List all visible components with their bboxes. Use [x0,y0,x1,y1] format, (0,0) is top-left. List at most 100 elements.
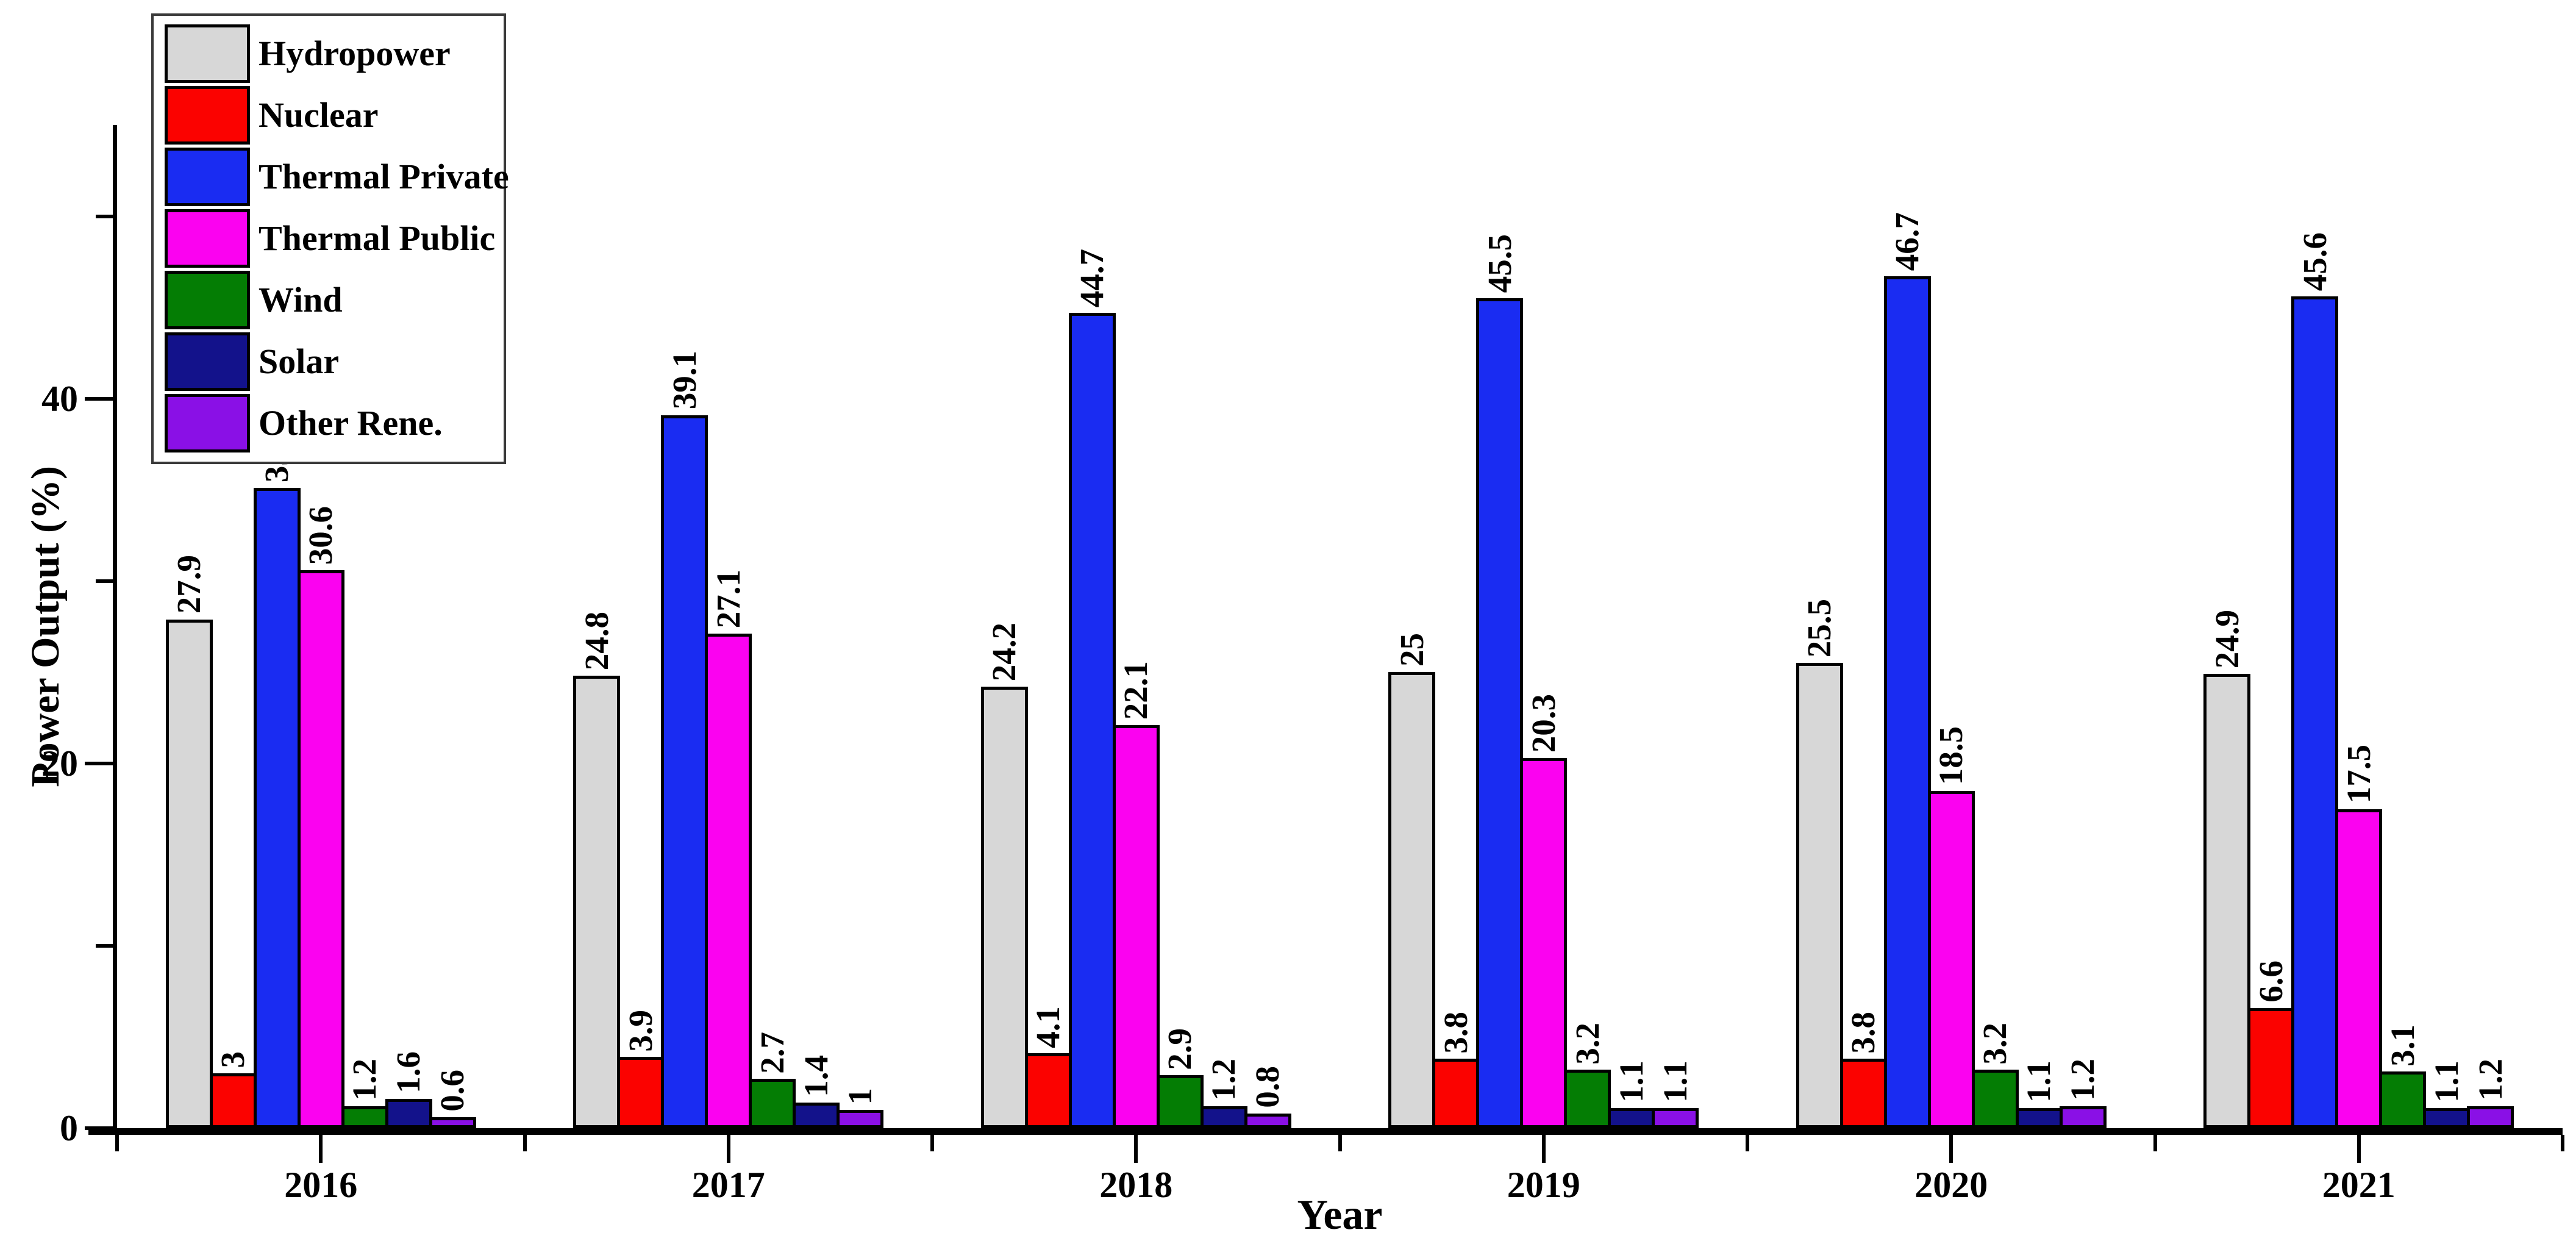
y-minor-tick [96,943,113,948]
x-tick-label-2016: 2016 [284,1165,358,1205]
bar-nuclear-2016: 3 [209,1051,257,1128]
bar-other-rene-2017: 1 [837,1088,884,1128]
bar-value-label: 45.6 [2296,232,2333,291]
bar-wind-2016: 1.2 [341,1059,388,1128]
bar-thermal-private-2018: 44.7 [1068,249,1116,1128]
bar-value-label: 25 [1393,633,1430,667]
bar-thermal-public-2020: 18.5 [1927,726,1975,1128]
bar-thermal-public-2019: 20.3 [1520,694,1568,1128]
bar-solar-2016: 1.6 [385,1051,432,1128]
bar-value-label: 24.9 [2208,610,2246,669]
x-tick-label-2021: 2021 [2322,1165,2396,1205]
bar-value-label: 1.4 [797,1055,835,1098]
bar-value-label: 1.1 [2020,1060,2058,1103]
bar-group-2017: 24.8 3.9 39.1 27.1 2.7 1.4 1 [525,125,933,1128]
x-major-tick [1949,1135,1953,1163]
legend-swatch-thermal-public [165,209,250,268]
bar-group-2018: 24.2 4.1 44.7 22.1 2.9 1.2 0.8 [932,125,1340,1128]
bar-value-label: 18.5 [1932,726,1970,785]
x-major-tick [1134,1135,1138,1163]
bar-value-label: 1.2 [2471,1059,2509,1101]
legend-swatch-thermal-private [165,148,250,206]
bar-value-label: 3.8 [1844,1011,1882,1054]
bar-value-label: 3.1 [2383,1024,2421,1067]
legend-label: Solar [259,342,340,381]
legend-label: Hydropower [259,34,451,73]
bar-group-2019: 25 3.8 45.5 20.3 3.2 1.1 1.1 [1340,125,1748,1128]
bar-group-2020: 25.5 3.8 46.7 18.5 3.2 1.1 1.2 [1747,125,2155,1128]
bar-value-label: 1 [841,1087,879,1105]
x-axis-title: Year [1297,1192,1383,1239]
bar-thermal-public-2021: 17.5 [2335,745,2383,1128]
bar-value-label: 45.5 [1480,234,1518,293]
x-major-tick [726,1135,730,1163]
bar-thermal-public-2018: 22.1 [1112,661,1160,1128]
y-minor-tick [96,579,113,583]
bar-solar-2019: 1.1 [1608,1060,1655,1128]
legend-item-thermal-private: Thermal Private [165,148,509,206]
bar-wind-2021: 3.1 [2379,1025,2427,1128]
bar-value-label: 3.8 [1436,1011,1474,1054]
bar-value-label: 0.8 [1249,1066,1286,1109]
legend-item-thermal-public: Thermal Public [165,209,498,268]
bar-value-label: 27.1 [709,570,747,629]
legend-label: Thermal Public [259,218,496,258]
x-minor-tick [2561,1135,2564,1151]
bar-solar-2021: 1.1 [2423,1060,2471,1128]
bar-thermal-private-2021: 45.6 [2291,232,2339,1128]
bar-nuclear-2021: 6.6 [2247,960,2295,1128]
x-major-tick [1541,1135,1546,1163]
y-major-tick [85,1126,113,1130]
x-minor-tick [1338,1135,1342,1151]
bar-thermal-private-2017: 39.1 [661,351,708,1128]
y-tick-label: 40 [41,378,78,419]
bar-value-label: 1.2 [2064,1059,2102,1101]
y-axis-title-wrap: Power Output (%) [18,125,73,1128]
legend-item-nuclear: Nuclear [165,86,498,145]
bar-value-label: 27.9 [170,555,208,614]
bar-hydropower-2021: 24.9 [2203,610,2251,1128]
x-minor-tick [1746,1135,1749,1151]
legend-swatch-nuclear [165,86,250,145]
bar-value-label: 25.5 [1800,599,1838,658]
x-tick-label-2019: 2019 [1507,1165,1580,1205]
bar-value-label: 24.2 [985,622,1023,682]
legend-item-other-rene: Other Rene. [165,394,498,452]
bar-value-label: 3.9 [621,1009,659,1052]
bar-value-label: 0.6 [433,1070,471,1112]
bar-other-rene-2019: 1.1 [1652,1060,1699,1128]
legend-swatch-hydropower [165,24,250,83]
bar-thermal-public-2017: 27.1 [705,570,752,1128]
bar-value-label: 6.6 [2252,960,2289,1003]
bar-value-label: 2.9 [1161,1028,1199,1070]
bar-value-label: 24.8 [577,612,615,671]
bar-solar-2018: 1.2 [1200,1059,1247,1128]
bar-solar-2017: 1.4 [793,1055,840,1128]
x-tick-label-2020: 2020 [1914,1165,1988,1205]
x-minor-tick [930,1135,934,1151]
legend: Hydropower Nuclear Thermal Private Thermal … [151,13,509,464]
x-major-tick [2357,1135,2361,1163]
bar-group-2016: 27.9 335.130.6 1.21.60.6 [117,125,525,1128]
bar-wind-2019: 3.2 [1564,1023,1611,1128]
legend-swatch-other-rene [165,394,250,452]
bar-solar-2020: 1.1 [2015,1060,2063,1128]
legend-label: Nuclear [259,95,379,135]
bar-value-label: 1.6 [390,1051,427,1094]
legend-label: Other Rene. [259,403,443,443]
bar-other-rene-2018: 0.8 [1244,1066,1291,1128]
bar-value-label: 1.2 [1205,1059,1243,1101]
bar-nuclear-2017: 3.9 [617,1010,665,1128]
bar-value-label: 20.3 [1524,693,1562,753]
x-axis-overhang [88,1128,113,1135]
bar-value-label: 1.1 [1612,1060,1650,1103]
legend-item-solar: Solar [165,332,498,391]
x-minor-tick [523,1135,527,1151]
y-tick-label: 20 [41,743,78,784]
y-major-tick [85,396,113,401]
bar-other-rene-2021: 1.2 [2467,1059,2514,1128]
bar-nuclear-2020: 3.8 [1839,1012,1887,1128]
bar-thermal-private-2019: 45.5 [1476,234,1524,1128]
bar-value-label: 3 [214,1051,252,1068]
